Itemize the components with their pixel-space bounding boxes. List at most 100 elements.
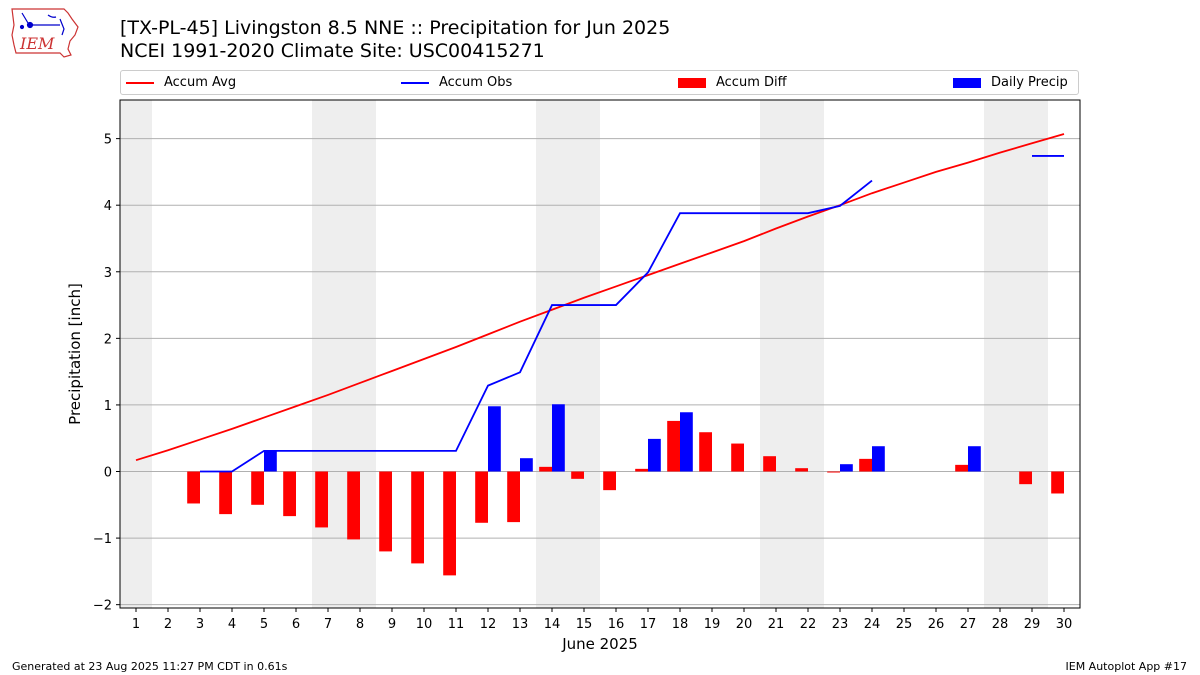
accum-avg-line (135, 133, 1065, 462)
x-tick-label: 26 (928, 617, 945, 632)
legend-swatch-accum-avg (126, 81, 154, 84)
y-gridlines (120, 138, 1080, 606)
x-tick-label: 8 (356, 617, 364, 632)
x-tick-label: 27 (960, 617, 977, 632)
x-tick-label: 7 (324, 617, 332, 632)
legend-swatch-daily-precip (953, 77, 981, 88)
y-tick-label: 0 (104, 466, 112, 481)
x-tick-label: 4 (228, 617, 236, 632)
x-tick-label: 17 (640, 617, 657, 632)
legend-label-accum-diff: Accum Diff (716, 75, 787, 90)
x-tick-label: 16 (608, 617, 625, 632)
x-tick-label: 28 (992, 617, 1009, 632)
x-tick-label: 10 (416, 617, 433, 632)
y-axis: −2 −1 0 1 2 3 4 5 (93, 133, 120, 614)
bar-series (187, 404, 1064, 576)
legend-label-accum-avg: Accum Avg (164, 75, 237, 90)
accum-diff-bar (635, 468, 648, 472)
accum-diff-bar (539, 466, 552, 472)
accum-diff-bar (219, 471, 232, 515)
daily-precip-bar (840, 464, 853, 472)
x-tick-label: 1 (132, 617, 140, 632)
generated-timestamp: Generated at 23 Aug 2025 11:27 PM CDT in… (12, 660, 288, 673)
x-tick-label: 20 (736, 617, 753, 632)
daily-precip-bar (680, 412, 693, 472)
x-tick-label: 24 (864, 617, 881, 632)
legend-label-accum-obs: Accum Obs (439, 75, 513, 90)
y-tick-label: 4 (104, 199, 112, 214)
accum-diff-bar (443, 471, 456, 576)
daily-precip-bar (648, 438, 661, 472)
accum-diff-bar (1051, 471, 1064, 494)
x-tick-label: 9 (388, 617, 396, 632)
accum-diff-bar (955, 464, 968, 472)
y-tick-label: 3 (104, 266, 112, 281)
accum-diff-bar (251, 471, 264, 505)
daily-precip-bar (264, 450, 277, 472)
chart-title: [TX-PL-45] Livingston 8.5 NNE :: Precipi… (120, 17, 671, 39)
line-series (135, 133, 1065, 473)
daily-precip-bar (872, 446, 885, 472)
weekend-band (312, 100, 376, 608)
x-tick-label: 13 (512, 617, 529, 632)
accum-diff-bar (283, 471, 296, 517)
y-tick-label: 2 (104, 332, 112, 347)
app-credit: IEM Autoplot App #17 (1065, 660, 1188, 673)
x-tick-label: 22 (800, 617, 817, 632)
accum-diff-bar (379, 471, 392, 552)
x-tick-label: 25 (896, 617, 913, 632)
accum-diff-bar (347, 471, 360, 540)
accum-diff-bar (507, 471, 520, 523)
daily-precip-bar (968, 446, 981, 472)
legend-swatch-accum-diff (678, 77, 706, 88)
legend-swatch-accum-obs (401, 81, 429, 84)
x-tick-label: 14 (544, 617, 561, 632)
y-tick-label: −2 (93, 599, 112, 614)
accum-diff-bar (1019, 471, 1032, 485)
x-tick-label: 5 (260, 617, 268, 632)
legend-item-accum-avg: Accum Avg (126, 71, 236, 94)
accum-diff-bar (731, 443, 744, 472)
accum-diff-bar (859, 458, 872, 472)
iem-logo: IEM (11, 8, 79, 58)
accum-diff-bar (571, 471, 584, 479)
accum-diff-bar (827, 471, 840, 473)
x-tick-label: 2 (164, 617, 172, 632)
plot-frame (119, 99, 1081, 609)
daily-precip-bar (552, 404, 565, 472)
x-tick-label: 15 (576, 617, 593, 632)
logo-state-outline (11, 8, 79, 58)
x-tick-label: 19 (704, 617, 721, 632)
accum-diff-bar (187, 471, 200, 504)
x-axis-label: June 2025 (561, 635, 638, 653)
weekend-bands (120, 100, 1048, 608)
y-tick-label: 1 (104, 399, 112, 414)
accum-diff-bar (411, 471, 424, 564)
x-tick-label: 29 (1024, 617, 1041, 632)
legend-item-accum-diff: Accum Diff (678, 71, 787, 94)
x-axis: 1 2 3 4 5 6 7 8 9 10 11 12 13 14 15 16 17 18 19 20 21 22 23 24 2… (132, 608, 1072, 632)
weekend-band (760, 100, 824, 608)
weekend-band (120, 100, 152, 608)
weekend-band (984, 100, 1048, 608)
logo-weather-station-icon (19, 12, 65, 36)
weekend-band (536, 100, 600, 608)
accum-obs-line (200, 179, 873, 473)
legend-label-daily-precip: Daily Precip (991, 75, 1068, 90)
x-tick-label: 18 (672, 617, 689, 632)
x-tick-label: 3 (196, 617, 204, 632)
accum-diff-bar (475, 471, 488, 523)
x-tick-label: 12 (480, 617, 497, 632)
accum-diff-bar (667, 420, 680, 472)
daily-precip-bar (520, 458, 533, 472)
logo-text: IEM (19, 34, 55, 53)
x-tick-label: 11 (448, 617, 465, 632)
accum-diff-bar (795, 468, 808, 472)
accum-diff-bar (315, 471, 328, 528)
accum-diff-bar (763, 456, 776, 472)
legend-item-daily-precip: Daily Precip (953, 71, 1068, 94)
y-axis-label: Precipitation [inch] (66, 283, 84, 425)
x-tick-label: 6 (292, 617, 300, 632)
accum-diff-bar (699, 432, 712, 472)
